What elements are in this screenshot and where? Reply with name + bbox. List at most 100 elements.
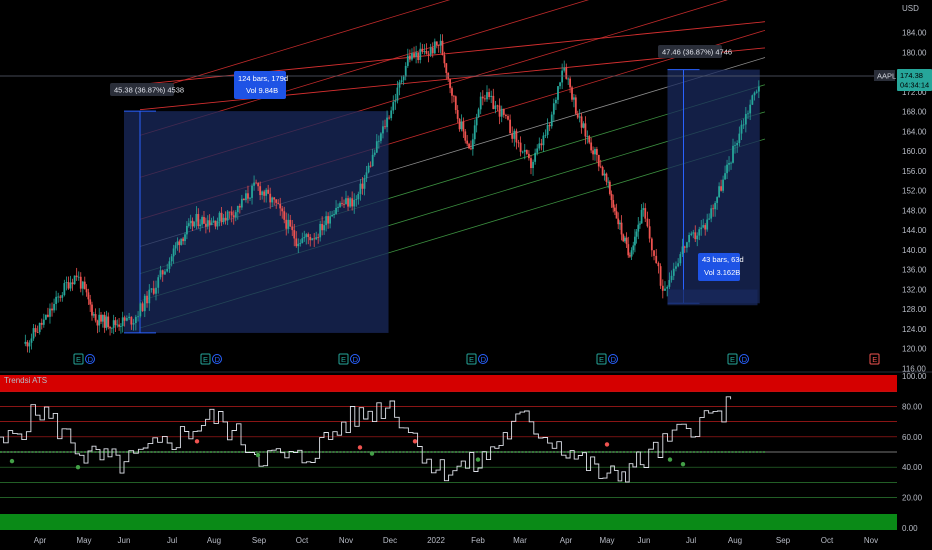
candle: [542, 132, 545, 152]
indicator-tick-label: 20.00: [902, 494, 923, 503]
indicator-axis[interactable]: 100.00 80.00 60.00 40.00 20.00 0.00: [902, 372, 927, 533]
candle: [123, 315, 126, 327]
candle-body: [301, 238, 304, 243]
measurement-ranges: [124, 69, 760, 334]
candle: [470, 140, 472, 151]
dividend-marker-label: D: [215, 355, 221, 364]
candle: [406, 48, 409, 68]
candle-body: [617, 218, 620, 225]
candle: [257, 182, 260, 191]
candle: [100, 311, 102, 325]
candle-body: [110, 327, 113, 329]
candle-body: [357, 193, 360, 200]
candle: [220, 206, 223, 226]
candle: [279, 197, 282, 216]
candle: [569, 76, 571, 93]
candle: [63, 279, 66, 297]
candlestick-series: [24, 34, 760, 353]
candle-body: [38, 322, 41, 333]
candle-body: [552, 103, 555, 115]
candle-body: [253, 182, 255, 186]
candle-body: [629, 255, 631, 257]
candle: [496, 104, 499, 112]
candle-body: [87, 292, 90, 300]
candle: [557, 85, 559, 105]
candle-body: [279, 203, 282, 209]
candle-body: [275, 199, 278, 203]
candle: [632, 241, 635, 255]
candle: [143, 293, 146, 318]
dividend-marker-label: D: [611, 355, 617, 364]
time-tick-label: Sep: [776, 536, 791, 545]
earnings-marker-label: E: [469, 355, 474, 364]
candle-body: [128, 316, 131, 319]
candle: [388, 115, 391, 120]
candle: [734, 141, 736, 154]
candle: [578, 109, 581, 123]
candle-body: [384, 126, 386, 128]
candle-body: [323, 225, 326, 231]
candle: [468, 142, 470, 150]
candle-body: [53, 303, 55, 311]
candle: [702, 218, 705, 229]
candle-body: [112, 320, 115, 328]
candle-body: [187, 223, 190, 226]
candle: [210, 217, 213, 226]
candle-body: [753, 92, 756, 96]
candle-body: [694, 232, 697, 240]
candle: [132, 318, 135, 331]
candle-body: [580, 116, 583, 128]
candle: [371, 148, 374, 167]
candle-body: [148, 289, 151, 304]
candle: [738, 126, 741, 147]
time-tick-label: Oct: [296, 536, 309, 545]
candle: [51, 302, 53, 317]
candle-body: [305, 234, 308, 238]
candle-body: [85, 288, 88, 293]
candle-body: [664, 288, 666, 291]
candle-body: [123, 317, 126, 321]
candle: [536, 144, 539, 156]
candle-body: [668, 280, 671, 287]
dividend-marker-label: D: [742, 355, 748, 364]
candle-body: [109, 327, 111, 329]
candle-body: [361, 183, 364, 189]
candle-body: [700, 227, 703, 230]
candle: [714, 200, 717, 217]
candle-body: [441, 40, 444, 56]
candle: [98, 308, 101, 333]
candle-body: [449, 78, 451, 89]
candle: [305, 232, 308, 245]
candle: [238, 203, 241, 214]
candle: [55, 290, 58, 311]
candle-body: [528, 153, 530, 159]
candle-body: [683, 246, 686, 248]
candle-body: [285, 219, 288, 229]
candle: [666, 285, 669, 297]
candle: [732, 138, 734, 164]
earnings-marker: [73, 353, 84, 365]
time-tick-label: Jul: [686, 536, 696, 545]
candle-body: [507, 116, 509, 120]
candle-body: [61, 295, 64, 298]
candle-body: [734, 145, 736, 147]
candle: [155, 280, 157, 301]
candle-body: [704, 225, 707, 230]
candle: [597, 154, 600, 172]
candle: [40, 318, 43, 330]
candle-body: [650, 238, 653, 251]
candle-body: [134, 316, 137, 324]
candle: [573, 93, 575, 108]
candle-body: [464, 131, 467, 141]
candle-body: [303, 237, 306, 239]
candle: [81, 280, 84, 296]
candle-body: [289, 219, 292, 227]
candle: [367, 162, 370, 174]
candle: [69, 275, 72, 292]
candle: [607, 177, 610, 189]
time-axis[interactable]: Apr May Jun Jul Aug Sep Oct Nov Dec 2022 Feb Mar Apr…: [34, 536, 878, 545]
candle-body: [462, 121, 465, 132]
candle-body: [513, 130, 516, 139]
price-axis[interactable]: USD 184.00180.00176.00172.00168.00164.00…: [902, 4, 927, 374]
